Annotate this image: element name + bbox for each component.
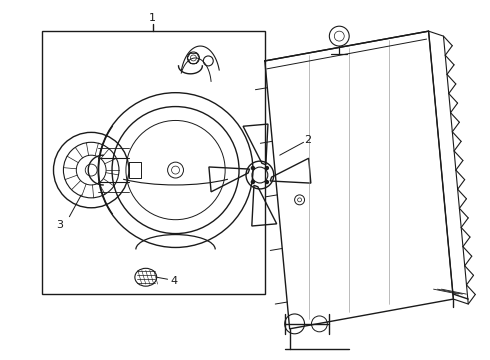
Circle shape [266,181,269,184]
Circle shape [251,167,254,170]
Text: 3: 3 [56,220,63,230]
Text: 1: 1 [149,13,156,23]
Text: 2: 2 [305,135,312,145]
Text: 4: 4 [171,276,178,286]
Circle shape [266,167,269,170]
Circle shape [251,181,254,184]
Bar [42,31,265,294]
